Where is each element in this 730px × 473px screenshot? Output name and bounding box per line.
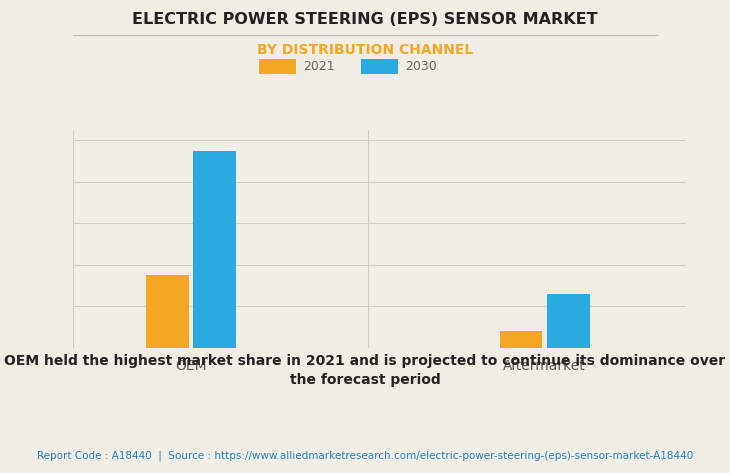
Bar: [547, 294, 590, 348]
Text: OEM held the highest market share in 2021 and is projected to continue its domin: OEM held the highest market share in 202…: [4, 354, 726, 387]
Text: 2021: 2021: [303, 60, 334, 73]
Bar: [500, 331, 542, 348]
Text: ELECTRIC POWER STEERING (EPS) SENSOR MARKET: ELECTRIC POWER STEERING (EPS) SENSOR MAR…: [132, 12, 598, 27]
Text: BY DISTRIBUTION CHANNEL: BY DISTRIBUTION CHANNEL: [257, 43, 473, 57]
Bar: [146, 275, 188, 348]
Bar: [193, 151, 236, 348]
Text: Report Code : A18440  |  Source : https://www.alliedmarketresearch.com/electric-: Report Code : A18440 | Source : https://…: [37, 451, 693, 461]
Text: 2030: 2030: [405, 60, 437, 73]
